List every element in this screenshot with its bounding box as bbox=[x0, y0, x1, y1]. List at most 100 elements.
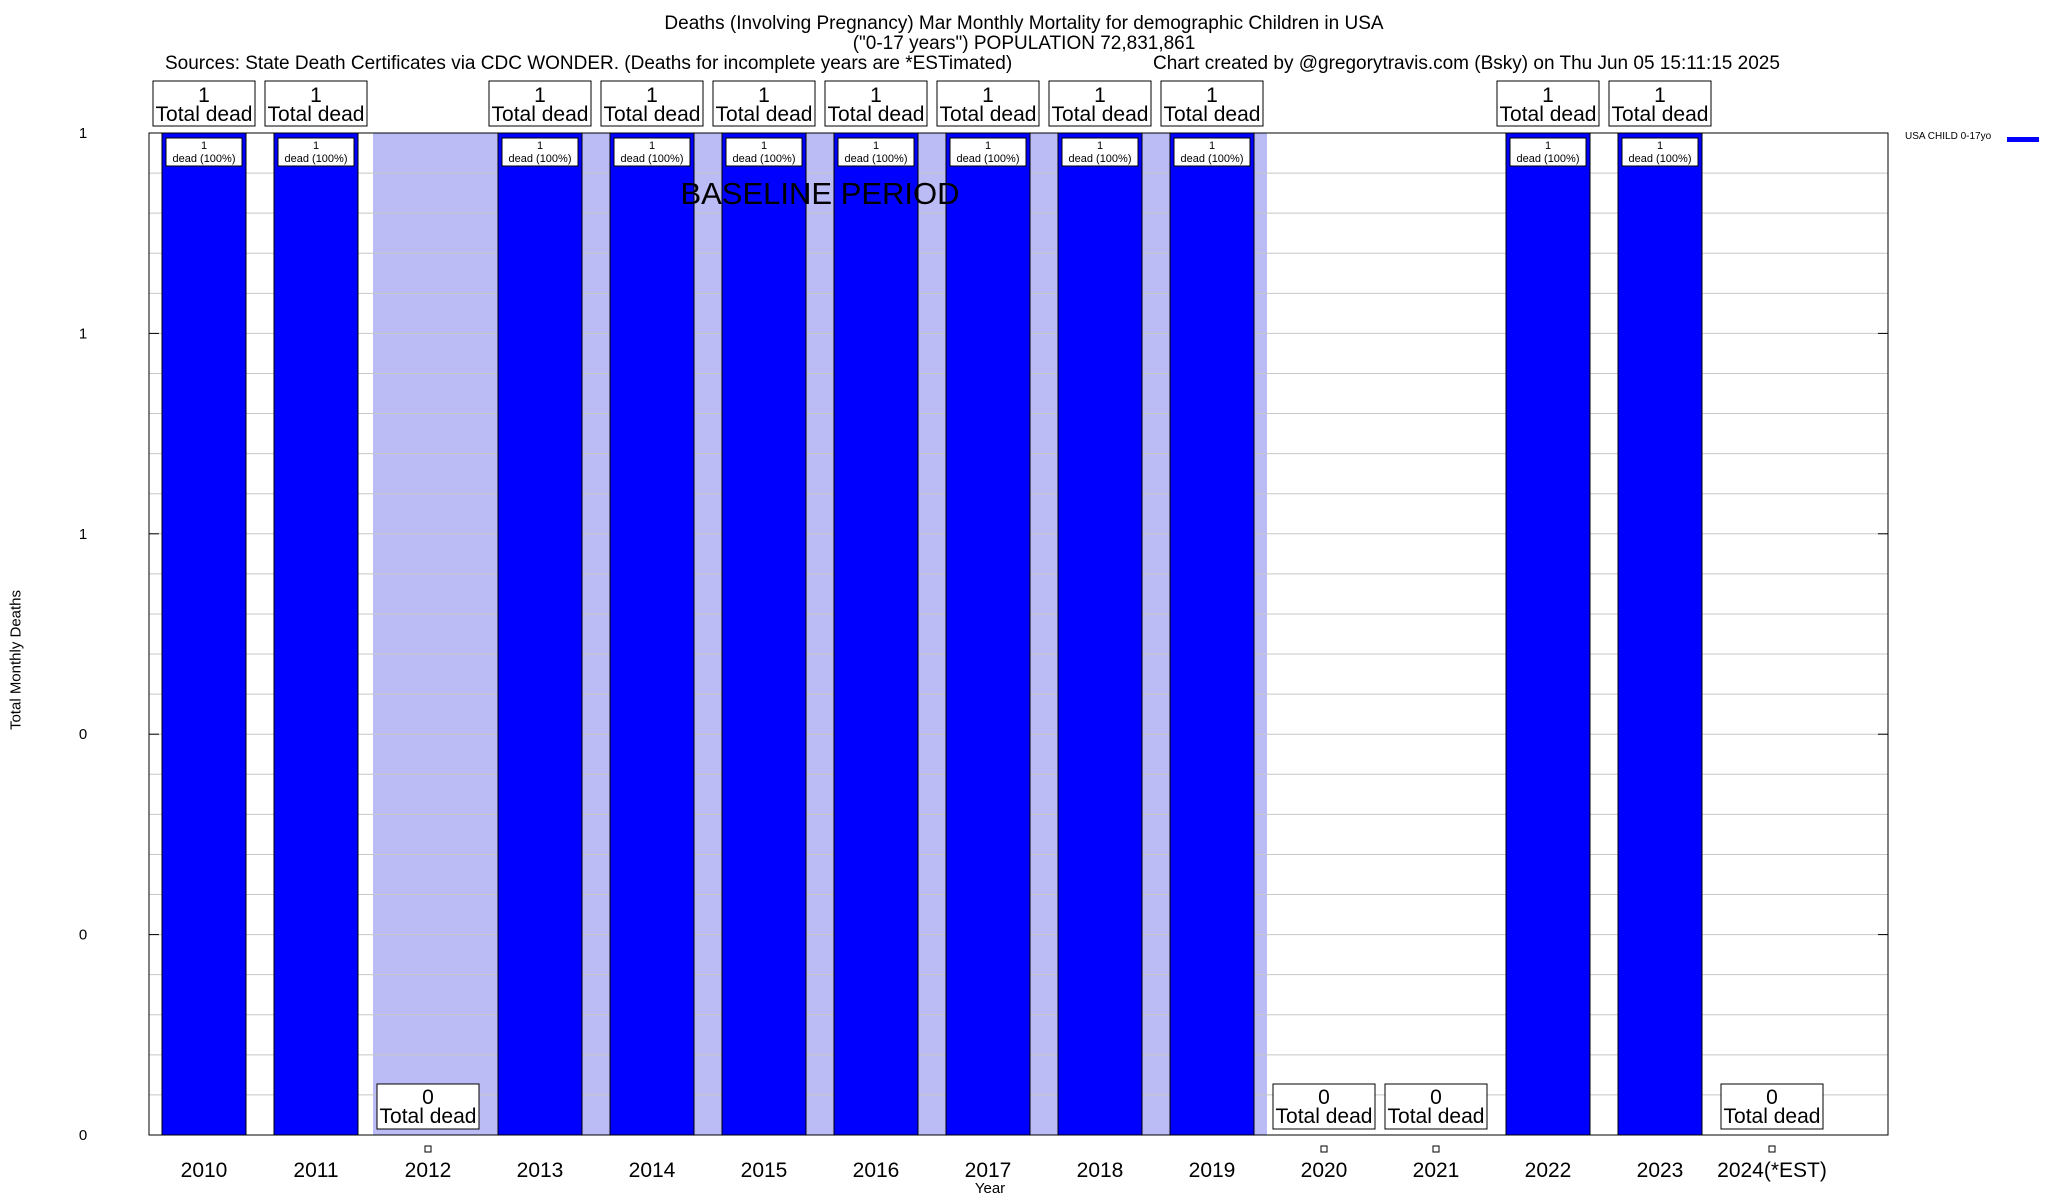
total-label-box bbox=[1720, 1083, 1824, 1130]
total-label-box bbox=[488, 80, 592, 127]
total-text-label: Total dead bbox=[1276, 1105, 1373, 1128]
bar bbox=[1617, 132, 1703, 1136]
total-label-box bbox=[600, 80, 704, 127]
total-text-label: Total dead bbox=[828, 103, 925, 126]
x-tick-label: 2011 bbox=[293, 1159, 338, 1182]
total-label-box bbox=[936, 80, 1040, 127]
total-text-label: Total dead bbox=[1052, 103, 1149, 126]
bar-value-label: 1 bbox=[201, 140, 207, 152]
bar-label-box bbox=[501, 137, 579, 167]
total-value-label: 0 bbox=[1766, 1086, 1778, 1109]
bar-label-box bbox=[277, 137, 355, 167]
bar bbox=[609, 132, 695, 1136]
total-label-box bbox=[1160, 80, 1264, 127]
bar-value-label: 1 bbox=[1657, 140, 1663, 152]
legend-swatch bbox=[2007, 137, 2039, 142]
bar-label-box bbox=[725, 137, 803, 167]
total-label-box bbox=[824, 80, 928, 127]
total-label-box bbox=[712, 80, 816, 127]
total-label-box bbox=[264, 80, 368, 127]
bar-percent-label: dead (100%) bbox=[845, 153, 908, 165]
x-tick-label: 2022 bbox=[1525, 1159, 1572, 1182]
total-text-label: Total dead bbox=[1388, 1105, 1485, 1128]
x-tick-label: 2015 bbox=[741, 1159, 788, 1182]
bar bbox=[1057, 132, 1143, 1136]
total-text-label: Total dead bbox=[492, 103, 589, 126]
zero-point-marker bbox=[1432, 1145, 1440, 1153]
y-tick-label: 0 bbox=[79, 1127, 87, 1144]
bar-percent-label: dead (100%) bbox=[509, 153, 572, 165]
x-tick-label: 2024(*EST) bbox=[1717, 1159, 1827, 1182]
bar bbox=[497, 132, 583, 1136]
total-value-label: 1 bbox=[310, 84, 322, 107]
total-value-label: 1 bbox=[1654, 84, 1666, 107]
bar-percent-label: dead (100%) bbox=[1181, 153, 1244, 165]
bar-label-box bbox=[837, 137, 915, 167]
bar-percent-label: dead (100%) bbox=[733, 153, 796, 165]
total-value-label: 1 bbox=[1206, 84, 1218, 107]
total-text-label: Total dead bbox=[156, 103, 253, 126]
total-label-box bbox=[1608, 80, 1712, 127]
total-text-label: Total dead bbox=[716, 103, 813, 126]
bar-value-label: 1 bbox=[1209, 140, 1215, 152]
total-label-box bbox=[376, 1083, 480, 1130]
bar-label-box bbox=[613, 137, 691, 167]
bar-percent-label: dead (100%) bbox=[957, 153, 1020, 165]
bar-value-label: 1 bbox=[1545, 140, 1551, 152]
total-value-label: 0 bbox=[422, 1086, 434, 1109]
chart-title-line-1: Deaths (Involving Pregnancy) Mar Monthly… bbox=[664, 13, 1384, 34]
total-text-label: Total dead bbox=[1612, 103, 1709, 126]
zero-point-marker bbox=[424, 1145, 432, 1153]
total-value-label: 0 bbox=[1430, 1086, 1442, 1109]
total-text-label: Total dead bbox=[1724, 1105, 1821, 1128]
x-tick-label: 2014 bbox=[629, 1159, 676, 1182]
y-tick-label: 1 bbox=[79, 325, 87, 342]
total-value-label: 1 bbox=[982, 84, 994, 107]
total-value-label: 1 bbox=[758, 84, 770, 107]
bar-value-label: 1 bbox=[537, 140, 543, 152]
total-label-box bbox=[1048, 80, 1152, 127]
bar-value-label: 1 bbox=[873, 140, 879, 152]
chart-title-line-2: ("0-17 years") POPULATION 72,831,861 bbox=[852, 33, 1196, 54]
x-tick-label: 2012 bbox=[405, 1159, 452, 1182]
bar-percent-label: dead (100%) bbox=[1069, 153, 1132, 165]
x-tick-label: 2017 bbox=[965, 1159, 1012, 1182]
y-tick-label: 1 bbox=[79, 125, 87, 142]
bar-value-label: 1 bbox=[313, 140, 319, 152]
total-text-label: Total dead bbox=[380, 1105, 477, 1128]
total-value-label: 1 bbox=[198, 84, 210, 107]
zero-point-marker bbox=[1768, 1145, 1776, 1153]
bar-value-label: 1 bbox=[1097, 140, 1103, 152]
total-text-label: Total dead bbox=[268, 103, 365, 126]
bar-percent-label: dead (100%) bbox=[173, 153, 236, 165]
x-tick-label: 2018 bbox=[1077, 1159, 1124, 1182]
total-value-label: 1 bbox=[870, 84, 882, 107]
bar-percent-label: dead (100%) bbox=[1517, 153, 1580, 165]
total-text-label: Total dead bbox=[604, 103, 701, 126]
bar-percent-label: dead (100%) bbox=[621, 153, 684, 165]
x-tick-label: 2020 bbox=[1301, 1159, 1348, 1182]
bar bbox=[1505, 132, 1591, 1136]
total-label-box bbox=[1272, 1083, 1376, 1130]
baseline-period-label: BASELINE PERIOD bbox=[680, 176, 959, 211]
total-label-box bbox=[1384, 1083, 1488, 1130]
total-value-label: 1 bbox=[534, 84, 546, 107]
total-value-label: 1 bbox=[646, 84, 658, 107]
x-tick-label: 2013 bbox=[517, 1159, 564, 1182]
x-tick-label: 2021 bbox=[1413, 1159, 1460, 1182]
bar bbox=[945, 132, 1031, 1136]
bar-label-box bbox=[949, 137, 1027, 167]
y-tick-label: 0 bbox=[79, 927, 87, 944]
legend-label: USA CHILD 0-17yo bbox=[1905, 131, 1992, 142]
x-tick-label: 2016 bbox=[853, 1159, 900, 1182]
bar bbox=[273, 132, 359, 1136]
bar bbox=[833, 132, 919, 1136]
bar-value-label: 1 bbox=[649, 140, 655, 152]
total-label-box bbox=[152, 80, 256, 127]
total-value-label: 0 bbox=[1318, 1086, 1330, 1109]
zero-point-marker bbox=[1320, 1145, 1328, 1153]
y-tick-label: 0 bbox=[79, 726, 87, 743]
bar bbox=[1169, 132, 1255, 1136]
chart-sources: Sources: State Death Certificates via CD… bbox=[165, 53, 1013, 74]
bar-label-box bbox=[1621, 137, 1699, 167]
